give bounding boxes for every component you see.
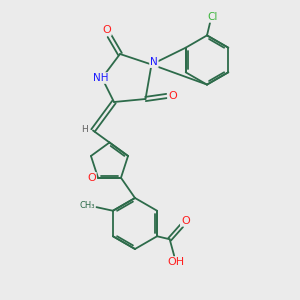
Text: OH: OH xyxy=(167,257,184,267)
Text: O: O xyxy=(181,216,190,226)
Text: NH: NH xyxy=(93,73,108,83)
Text: Cl: Cl xyxy=(208,12,218,22)
Text: O: O xyxy=(168,91,177,101)
Text: O: O xyxy=(87,173,96,183)
Text: CH₃: CH₃ xyxy=(80,201,95,210)
Text: H: H xyxy=(81,124,88,134)
Text: O: O xyxy=(102,25,111,35)
Text: N: N xyxy=(150,57,158,67)
